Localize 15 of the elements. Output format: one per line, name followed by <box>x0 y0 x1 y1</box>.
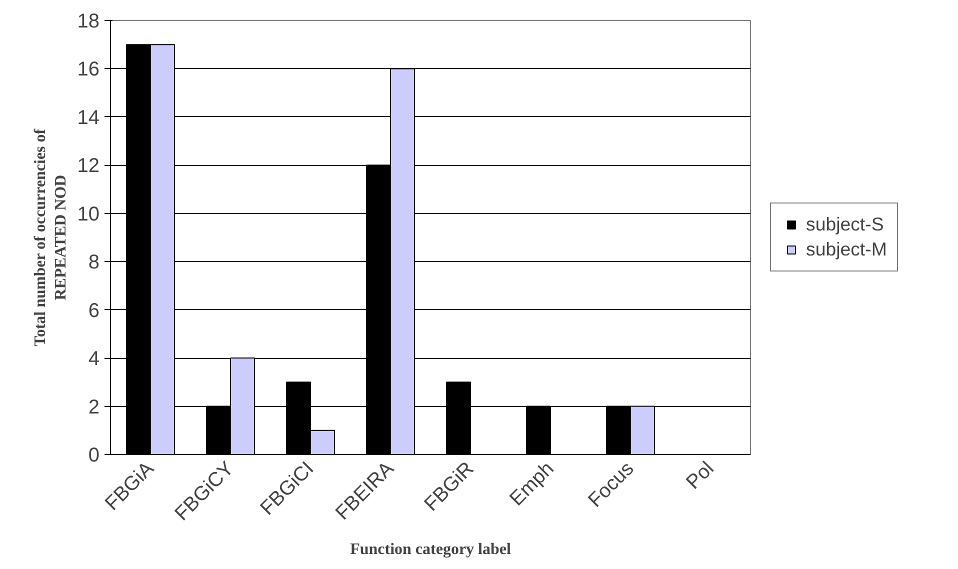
y-tick-label: 0 <box>88 444 100 466</box>
y-tick-label: 4 <box>88 348 100 370</box>
y-tick-label: 10 <box>77 203 100 226</box>
legend-label: subject-M <box>806 238 887 260</box>
x-tick-label: Pol <box>682 458 718 494</box>
y-tick-label: 6 <box>88 300 100 322</box>
legend-label: subject-S <box>806 214 884 236</box>
y-tick-label: 8 <box>88 252 100 274</box>
y-tick-label: 12 <box>77 155 100 178</box>
y-axis-title: Total number of occurrencies of REPEATED NOD <box>32 128 70 346</box>
y-tick-label: 14 <box>77 106 100 129</box>
y-tick-label: 16 <box>77 58 100 81</box>
y-tick-label: 2 <box>88 396 100 418</box>
x-axis-title: Function category label <box>350 540 512 558</box>
y-tick-label: 18 <box>77 10 100 32</box>
